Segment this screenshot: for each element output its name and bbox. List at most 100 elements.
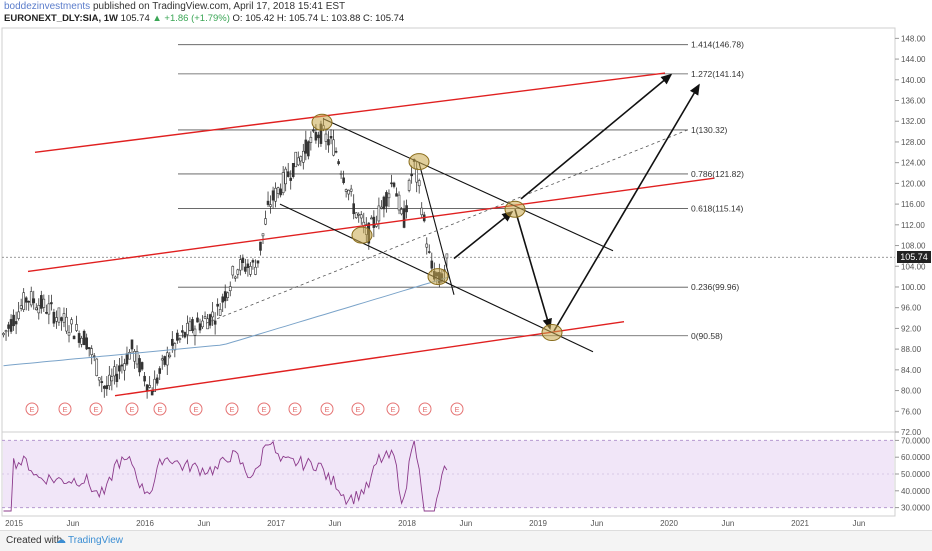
candle-body [196, 317, 199, 323]
price-tick-label: 148.00 [901, 34, 926, 43]
candle-body [317, 134, 320, 139]
price-tick-label: 108.00 [901, 242, 926, 251]
candle-body [90, 348, 93, 355]
earnings-marker: E [125, 402, 139, 416]
candle-body [387, 193, 391, 199]
candle-body [228, 286, 232, 292]
candle-body [115, 373, 119, 382]
candle-body [118, 365, 121, 372]
candle-body [188, 321, 192, 331]
pivot-highlight [504, 200, 526, 218]
candle-body [47, 303, 51, 315]
candle-body [27, 300, 31, 303]
candle-body [385, 192, 388, 207]
candle-body [82, 330, 86, 346]
candle-body [143, 375, 146, 382]
candle-body [29, 291, 33, 306]
candle-body [296, 157, 300, 166]
earnings-marker-circle [257, 402, 271, 416]
candle-body [410, 173, 413, 177]
candle-body [329, 135, 333, 139]
candle-body [203, 316, 207, 319]
candle-body [67, 332, 71, 336]
author-link[interactable]: boddezinvestments [4, 1, 91, 12]
candle-body [284, 168, 287, 185]
earnings-marker-label: E [193, 405, 198, 414]
earnings-marker-label: E [292, 405, 297, 414]
price-tick-label: 72.00 [901, 428, 922, 437]
fib-level-label: 1.272(141.14) [691, 69, 744, 79]
candle-body [254, 266, 257, 275]
candle-body [133, 351, 136, 362]
candle-body [402, 208, 406, 228]
fib-level-label: 1(130.32) [691, 125, 728, 135]
earnings-marker-circle [25, 402, 39, 416]
fib-level-label: 1.414(146.78) [691, 40, 744, 50]
price-tick-label: 112.00 [901, 221, 925, 230]
candle-body [198, 323, 202, 331]
candle-body [113, 366, 116, 377]
candle-body [208, 314, 212, 326]
arrow-down-to-support [514, 209, 552, 330]
candle-body [34, 307, 38, 311]
channel-mid-line [27, 177, 715, 273]
candle-body [314, 132, 318, 141]
downtrend-upper-line [322, 118, 614, 252]
candle-body [415, 168, 418, 183]
candle-body [55, 317, 58, 322]
candle-body [349, 188, 353, 192]
earnings-marker-circle [288, 402, 302, 416]
candle-body [357, 213, 361, 216]
candle-body [420, 207, 424, 216]
earnings-marker-label: E [129, 405, 134, 414]
candle-body [417, 180, 421, 187]
candle-body [138, 358, 141, 373]
price-chart[interactable]: 148.00 144.00 140.00 136.00 132.00 128.00 124.… [0, 0, 932, 530]
earnings-marker-circle [225, 402, 239, 416]
candle-body [279, 188, 282, 196]
candle-body [337, 161, 340, 165]
candle-body [77, 333, 81, 343]
candle-body [178, 338, 182, 340]
candle-body [42, 298, 46, 308]
fib-level-label: 0.618(115.14) [691, 204, 743, 214]
candle-body [12, 314, 15, 327]
candle-body [211, 311, 214, 318]
candle-body [57, 307, 61, 323]
candle-body [206, 318, 209, 330]
candle-body [264, 218, 267, 225]
candle-body [251, 260, 255, 263]
candle-body [302, 150, 305, 163]
candle-body [276, 187, 280, 194]
candle-body [24, 297, 28, 303]
symbol-name: EURONEXT_DLY:SIA, 1W [4, 13, 119, 24]
candle-body [223, 291, 227, 302]
rsi-tick-label: 40.0000 [901, 487, 930, 496]
candle-body [256, 260, 260, 264]
candle-body [186, 322, 189, 335]
candle-body [390, 182, 393, 185]
earnings-marker: E [418, 402, 432, 416]
candle-body [123, 363, 126, 371]
candle-body [427, 251, 431, 253]
earnings-marker-circle [58, 402, 72, 416]
candle-body [201, 320, 204, 328]
candle-body [271, 190, 275, 201]
candle-body [80, 337, 83, 345]
earnings-marker: E [153, 402, 167, 416]
price-tick-label: 120.00 [901, 179, 926, 188]
footer: Created with ☁ TradingView [0, 530, 932, 551]
candle-body [249, 266, 252, 275]
tradingview-logo-link[interactable]: TradingView [68, 535, 124, 546]
earnings-marker: E [257, 402, 271, 416]
earnings-marker-label: E [229, 405, 234, 414]
price-tick-label: 124.00 [901, 159, 926, 168]
candle-body [150, 390, 154, 396]
price-tick-label: 104.00 [901, 262, 926, 271]
candle-body [400, 209, 403, 215]
candle-body [108, 374, 111, 386]
candle-body [259, 241, 262, 251]
earnings-marker: E [450, 402, 464, 416]
earnings-marker: E [386, 402, 400, 416]
channel-bottom-line [114, 320, 625, 397]
